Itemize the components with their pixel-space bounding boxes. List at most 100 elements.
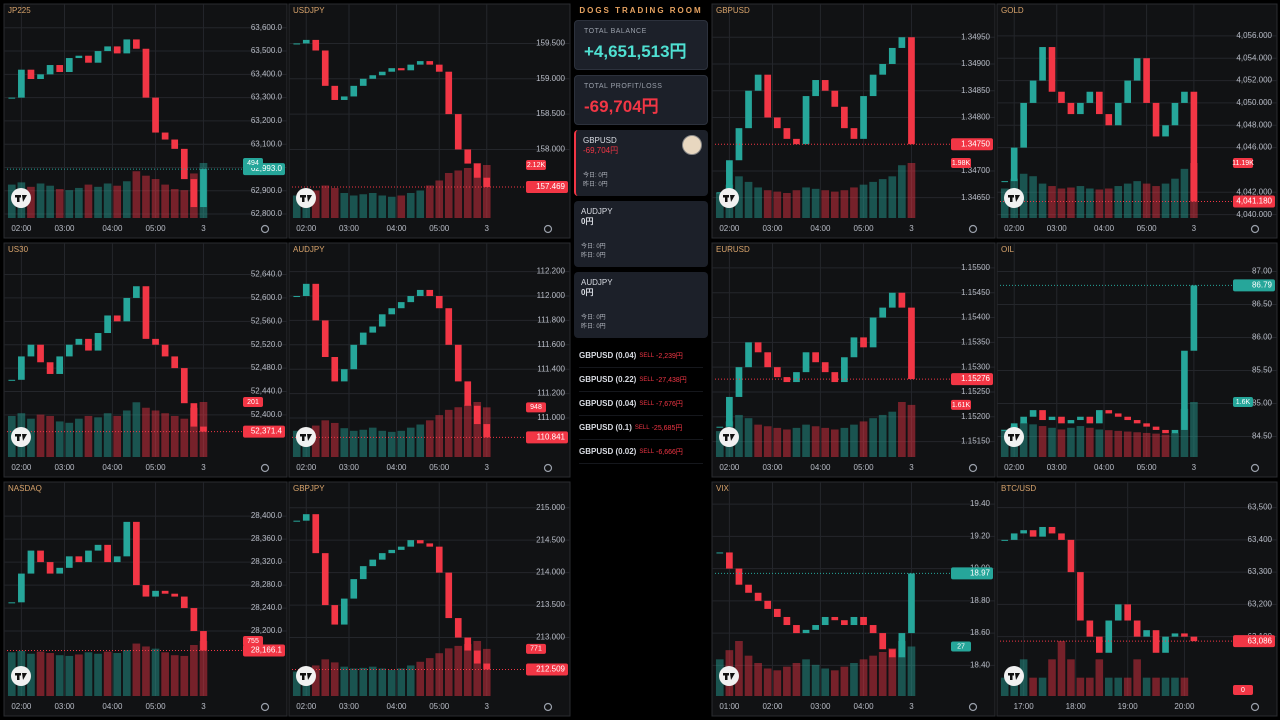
x-tick-label: 3 (201, 224, 206, 233)
candle (454, 114, 462, 150)
settings-icon[interactable] (260, 702, 270, 712)
candle (1077, 416, 1084, 421)
volume-bar (1076, 426, 1085, 457)
candle (142, 286, 150, 339)
volume-bar (1095, 659, 1104, 696)
volume-bar (406, 665, 415, 696)
volume-bar (1133, 432, 1141, 457)
volume-bar (425, 185, 434, 218)
volume-bar (170, 655, 179, 696)
volume-bar (359, 667, 368, 696)
candle (350, 85, 358, 97)
volume-bar (802, 187, 810, 218)
volume-bar (1104, 430, 1113, 457)
candle (142, 585, 150, 597)
candle (133, 39, 140, 49)
chart: 52,640.0 52,600.0 52,560.0 52,520.0 52,480.0… (4, 243, 287, 472)
volume-bar (444, 648, 453, 696)
candle (850, 337, 858, 358)
volume-bar (1133, 181, 1141, 218)
volume-bar (754, 424, 762, 457)
y-tick-label: 63,600.0 (251, 23, 283, 32)
y-tick-label: 63,100.0 (251, 139, 283, 148)
settings-icon[interactable] (1250, 702, 1260, 712)
y-tick-label: 159.000 (536, 74, 565, 83)
y-tick-label: 1.34700 (961, 166, 990, 175)
volume-bar (869, 181, 877, 218)
account-card[interactable]: AUDJPY 0円 今日: 0円 昨日: 0円 (574, 201, 708, 267)
candle (1152, 102, 1160, 137)
volume-bar (36, 651, 45, 696)
settings-icon[interactable] (968, 702, 978, 712)
candle (190, 608, 198, 632)
x-tick-label: 04:00 (102, 224, 123, 233)
tv-logo (719, 188, 739, 208)
y-tick-label: 28,320.0 (251, 557, 283, 566)
settings-icon[interactable] (543, 463, 553, 473)
volume-bar (94, 653, 102, 696)
candle (27, 344, 35, 357)
settings-icon[interactable] (1250, 224, 1260, 234)
x-tick-label: 20:00 (1174, 702, 1195, 711)
x-tick-label: 01:00 (719, 702, 740, 711)
candle (407, 540, 415, 547)
price-tag-label: 1.34750 (961, 139, 990, 148)
volume-bar (773, 670, 782, 696)
volume-bar (292, 671, 301, 696)
y-tick-label: 4,040.000 (1236, 210, 1272, 219)
volume-bar (368, 666, 377, 696)
candle (200, 426, 207, 432)
settings-icon[interactable] (968, 463, 978, 473)
candle (773, 117, 781, 129)
candle (123, 521, 131, 557)
volume-bar (161, 413, 169, 457)
volume-bar (340, 666, 349, 696)
price-tag-label: 1.15276 (961, 374, 990, 383)
candle (8, 97, 16, 99)
volume-tag-label: 948 (530, 404, 542, 411)
candle (293, 43, 301, 45)
candle (1181, 350, 1188, 430)
settings-icon[interactable] (260, 463, 270, 473)
y-tick-label: 52,520.0 (251, 340, 283, 349)
volume-tag-label: 1.6K (1236, 399, 1251, 406)
candle (123, 39, 131, 54)
candle (1086, 416, 1094, 424)
volume-bar (830, 670, 839, 696)
account-card[interactable]: GBPUSD -69,704円 今日: 0円 昨日: 0円 (574, 130, 708, 196)
tv-logo-tri (22, 434, 27, 441)
settings-icon[interactable] (1250, 463, 1260, 473)
y-tick-label: 1.34800 (961, 113, 990, 122)
candle (56, 65, 64, 73)
x-tick-label: 05:00 (146, 463, 167, 472)
candle (1001, 429, 1009, 431)
volume-bar (1152, 433, 1160, 457)
volume-bar (888, 176, 897, 218)
price-tag-label: 157.469 (536, 182, 565, 191)
settings-icon[interactable] (260, 224, 270, 234)
volume-bar (792, 427, 801, 457)
settings-icon[interactable] (543, 224, 553, 234)
y-tick-label: 111.800 (537, 316, 565, 325)
x-tick-label: 03:00 (1047, 224, 1068, 233)
volume-bar (1123, 183, 1132, 218)
volume-bar (170, 415, 179, 457)
volume-bar (859, 184, 868, 218)
volume-bar (75, 418, 83, 457)
volume-bar (340, 428, 349, 457)
account-card[interactable]: AUDJPY 0円 今日: 0円 昨日: 0円 (574, 272, 708, 338)
volume-bar (454, 170, 463, 218)
settings-icon[interactable] (543, 702, 553, 712)
settings-icon[interactable] (968, 224, 978, 234)
volume-bar (1086, 188, 1094, 218)
position-row: GBPUSD (0.02) SELL -6,666円 (579, 440, 703, 464)
volume-bar (821, 668, 830, 696)
y-tick-label: 1.34900 (961, 59, 990, 68)
y-tick-label: 4,052.000 (1236, 76, 1272, 85)
x-tick-label: 04:00 (386, 224, 407, 233)
account-yesterday: 昨日: 0円 (581, 324, 606, 330)
volume-bar (1048, 659, 1056, 696)
y-tick-label: 87.00 (1252, 267, 1273, 276)
candle (369, 559, 377, 567)
y-tick-label: 52,480.0 (251, 363, 283, 372)
